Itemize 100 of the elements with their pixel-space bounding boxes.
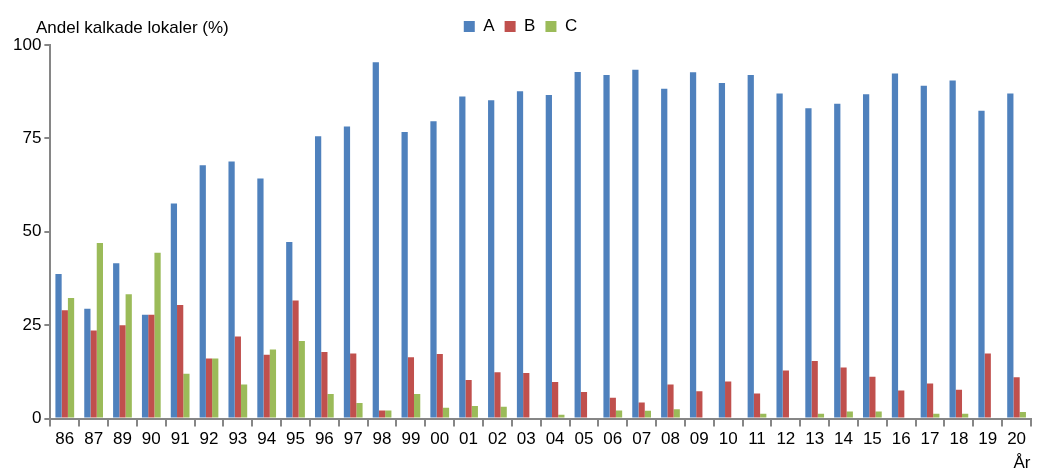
x-tick-label: 90 — [141, 429, 161, 449]
bar — [177, 305, 184, 418]
bar — [926, 383, 934, 418]
bar — [776, 93, 783, 418]
bar — [574, 71, 581, 418]
bar — [545, 95, 552, 418]
bar — [846, 411, 853, 418]
bar — [551, 381, 559, 418]
bar — [414, 393, 421, 418]
bar — [667, 384, 674, 418]
x-tick-label: 18 — [949, 429, 969, 449]
bar — [782, 370, 789, 418]
x-tick-label: 14 — [834, 429, 853, 449]
x-tick-label: 95 — [286, 429, 305, 449]
y-tick-label: 25 — [22, 314, 42, 334]
bar — [321, 352, 328, 418]
bar — [125, 294, 132, 418]
bar — [753, 393, 761, 418]
bar — [212, 358, 219, 418]
bar — [96, 243, 103, 418]
x-tick-label: 17 — [920, 429, 940, 449]
y-tick-label: 50 — [22, 221, 42, 241]
x-tick-label: 11 — [748, 429, 766, 449]
x-tick-label: 02 — [487, 429, 507, 449]
bar — [183, 373, 190, 418]
bar — [55, 274, 62, 418]
x-tick-label: 09 — [689, 429, 709, 449]
bar — [407, 357, 415, 418]
bar — [84, 308, 91, 418]
y-tick-label: 100 — [12, 34, 42, 54]
bar — [199, 165, 206, 418]
bar — [67, 297, 75, 418]
x-tick-label: 99 — [401, 429, 421, 449]
x-tick-label: 06 — [603, 429, 623, 449]
bar — [817, 413, 825, 418]
x-tick-label: 13 — [805, 429, 825, 449]
bar — [898, 390, 905, 418]
bar — [113, 263, 120, 418]
bar — [632, 69, 639, 418]
bar — [523, 373, 530, 418]
bar — [269, 349, 277, 418]
x-tick-label: 00 — [430, 429, 450, 449]
bar — [442, 407, 450, 418]
x-tick-label: 20 — [1007, 429, 1027, 449]
bar — [356, 402, 363, 418]
bar — [430, 121, 437, 418]
x-axis-title: År — [1013, 452, 1031, 472]
bar — [862, 94, 870, 418]
bar — [148, 314, 155, 418]
bar — [61, 310, 68, 418]
bar — [205, 358, 213, 418]
bar — [1013, 377, 1020, 418]
x-tick-label: 86 — [55, 429, 75, 449]
bar — [292, 300, 299, 418]
bar — [372, 62, 379, 418]
bar — [891, 73, 899, 418]
bar — [984, 353, 991, 418]
bar — [298, 340, 305, 418]
bar — [1007, 93, 1014, 418]
bar — [90, 330, 97, 418]
bar — [257, 178, 264, 418]
bar — [314, 136, 322, 418]
bar — [673, 409, 680, 418]
bar — [689, 72, 697, 418]
bar — [234, 336, 241, 418]
y-axis-title: Andel kalkade lokaler (%) — [36, 17, 229, 37]
x-tick-label: 89 — [113, 429, 132, 449]
bar — [378, 410, 386, 418]
bar — [805, 108, 812, 418]
bar — [875, 411, 882, 418]
bar — [869, 376, 876, 418]
bar — [516, 91, 524, 418]
x-tick-label: 04 — [545, 429, 565, 449]
x-tick-label: 12 — [776, 429, 796, 449]
x-tick-label: 87 — [84, 429, 104, 449]
x-tick-label: 93 — [228, 429, 248, 449]
bar — [978, 110, 985, 418]
x-tick-label: 07 — [632, 429, 652, 449]
bar — [1019, 411, 1026, 418]
x-tick-label: 15 — [862, 429, 882, 449]
bar — [949, 80, 956, 418]
bar — [718, 83, 726, 418]
bar — [170, 203, 178, 418]
bar — [327, 393, 334, 418]
bar — [933, 413, 940, 418]
y-tick-label: 75 — [22, 128, 42, 148]
x-tick-label: 03 — [516, 429, 536, 449]
bar — [760, 413, 767, 418]
x-tick-label: 96 — [314, 429, 334, 449]
bar — [661, 88, 668, 418]
bar — [385, 410, 392, 418]
x-tick-label: 01 — [459, 429, 479, 449]
bar — [955, 389, 963, 418]
x-tick-label: 91 — [170, 429, 190, 449]
bar — [747, 74, 754, 418]
x-tick-label: 97 — [343, 429, 363, 449]
bar — [471, 405, 478, 418]
bar — [488, 100, 495, 418]
x-tick-label: 05 — [574, 429, 594, 449]
bar — [141, 314, 149, 418]
